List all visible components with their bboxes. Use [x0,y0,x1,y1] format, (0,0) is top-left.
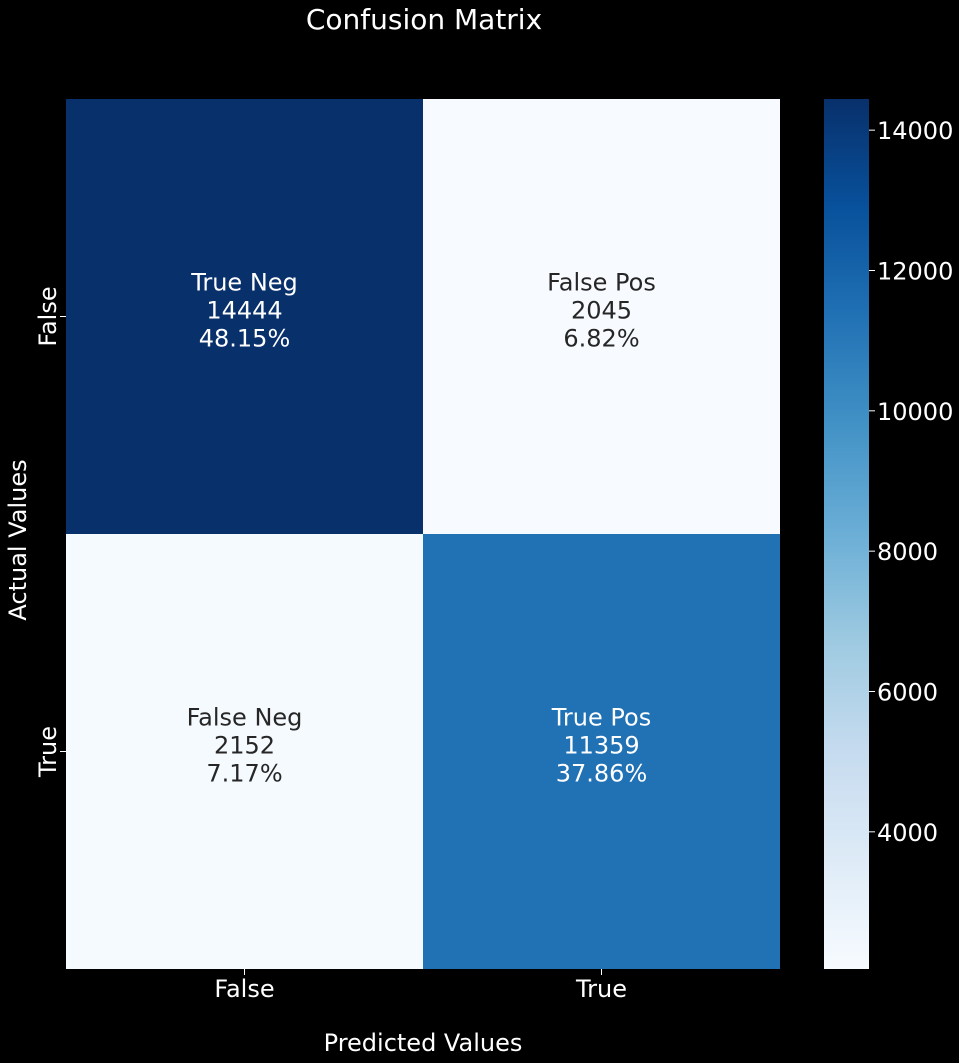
cell-percent-label: 37.86% [556,760,648,788]
colorbar-tick-label: 14000 [877,117,953,145]
heatmap-axes: False True False True [34,286,627,1003]
cell-category-label: False Pos [547,269,656,297]
colorbar-ticks: 4000 6000 8000 10000 12000 14000 [869,117,953,847]
x-axis-label: Predicted Values [324,1029,523,1057]
heatmap-cell [423,99,780,534]
cell-category-label: True Pos [551,704,651,732]
colorbar-tick-label: 6000 [877,678,938,706]
y-tick-label: True [34,726,62,778]
colorbar-tick-label: 8000 [877,538,938,566]
heatmap-cell [66,99,423,534]
heatmap-cell [423,534,780,969]
heatmap-cells [66,99,780,969]
cell-percent-label: 6.82% [563,325,639,353]
colorbar-tick-label: 4000 [877,819,938,847]
x-tick-label: True [575,975,627,1003]
cell-category-label: True Neg [190,269,298,297]
cell-count-label: 14444 [206,297,282,325]
cell-count-label: 2045 [571,297,632,325]
colorbar [824,99,869,969]
cell-percent-label: 48.15% [199,325,291,353]
cell-percent-label: 7.17% [206,760,282,788]
colorbar-tick-label: 10000 [877,398,953,426]
chart-title: Confusion Matrix [306,3,542,36]
y-axis-label: Actual Values [4,459,32,620]
cell-count-label: 2152 [214,732,275,760]
colorbar-tick-label: 12000 [877,257,953,285]
cell-count-label: 11359 [563,732,639,760]
cell-category-label: False Neg [187,704,303,732]
y-tick-label: False [34,286,62,346]
x-tick-label: False [214,975,274,1003]
heatmap-cell [66,534,423,969]
